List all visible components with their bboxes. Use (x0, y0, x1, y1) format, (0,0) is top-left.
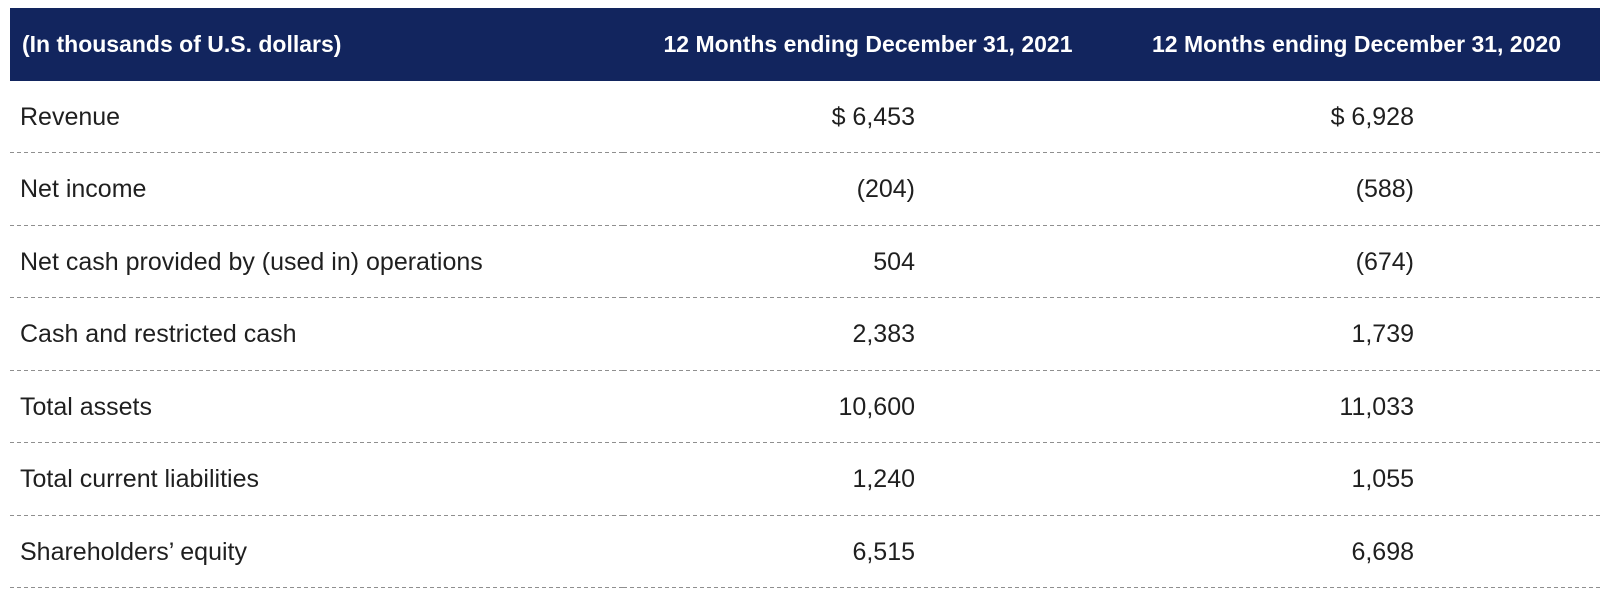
row-label: Shareholders’ equity (10, 516, 623, 589)
table-row-net-cash-operations: Net cash provided by (used in) operation… (10, 226, 1600, 299)
value-2021: 1,240 (623, 443, 1113, 516)
table-header: (In thousands of U.S. dollars) 12 Months… (10, 8, 1600, 81)
table-row-cash-restricted: Cash and restricted cash 2,383 1,739 (10, 298, 1600, 371)
value-2021: 2,383 (623, 298, 1113, 371)
row-label: Net income (10, 153, 623, 226)
value-2020: (588) (1113, 153, 1600, 226)
value-2020: 6,698 (1113, 516, 1600, 589)
header-units-note: (In thousands of U.S. dollars) (10, 8, 623, 81)
financial-summary: (In thousands of U.S. dollars) 12 Months… (10, 8, 1600, 589)
value-2021: 504 (623, 226, 1113, 299)
value-2020: 1,055 (1113, 443, 1600, 516)
value-2021: $ 6,453 (623, 81, 1113, 154)
row-label: Revenue (10, 81, 623, 154)
financial-summary-table: (In thousands of U.S. dollars) 12 Months… (10, 8, 1600, 589)
value-2021: 6,515 (623, 516, 1113, 589)
row-label: Total assets (10, 371, 623, 444)
table-row-total-assets: Total assets 10,600 11,033 (10, 371, 1600, 444)
table-row-revenue: Revenue $ 6,453 $ 6,928 (10, 81, 1600, 154)
row-label: Net cash provided by (used in) operation… (10, 226, 623, 299)
table-row-net-income: Net income (204) (588) (10, 153, 1600, 226)
table-header-row: (In thousands of U.S. dollars) 12 Months… (10, 8, 1600, 81)
table-row-total-current-liabilities: Total current liabilities 1,240 1,055 (10, 443, 1600, 516)
header-column-2021: 12 Months ending December 31, 2021 (623, 8, 1113, 81)
value-2021: 10,600 (623, 371, 1113, 444)
row-label: Cash and restricted cash (10, 298, 623, 371)
header-column-2020: 12 Months ending December 31, 2020 (1113, 8, 1600, 81)
value-2020: $ 6,928 (1113, 81, 1600, 154)
row-label: Total current liabilities (10, 443, 623, 516)
value-2020: (674) (1113, 226, 1600, 299)
value-2020: 1,739 (1113, 298, 1600, 371)
table-row-shareholders-equity: Shareholders’ equity 6,515 6,698 (10, 516, 1600, 589)
value-2021: (204) (623, 153, 1113, 226)
table-body: Revenue $ 6,453 $ 6,928 Net income (204)… (10, 81, 1600, 589)
value-2020: 11,033 (1113, 371, 1600, 444)
